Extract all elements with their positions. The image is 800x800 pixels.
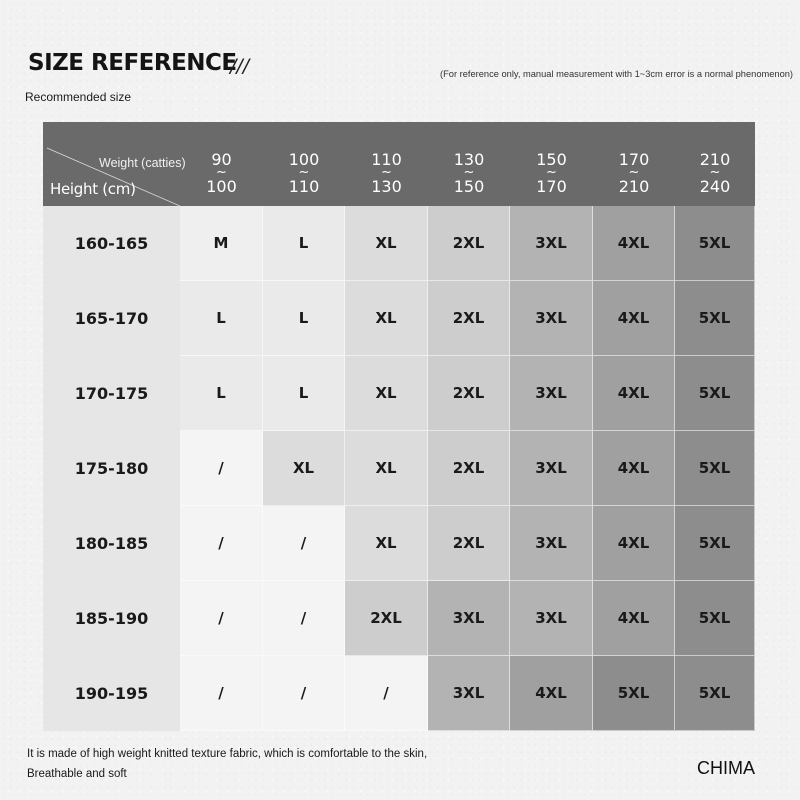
weight-column-header: 150 ~170 xyxy=(510,150,593,196)
size-cell: 2XL xyxy=(428,431,510,506)
weight-separator: ~ xyxy=(463,165,475,180)
size-cell: 2XL xyxy=(345,581,428,656)
size-cell: 4XL xyxy=(593,206,675,281)
size-cell: 3XL xyxy=(428,656,510,731)
size-cell: 4XL xyxy=(593,506,675,581)
size-cell: 3XL xyxy=(510,281,593,356)
disclaimer-note: (For reference only, manual measurement … xyxy=(440,69,794,79)
weight-separator: ~ xyxy=(216,165,227,180)
weight-min: 170 xyxy=(618,150,650,169)
weight-max: 150 xyxy=(453,177,485,196)
fabric-description-line: It is made of high weight knitted textur… xyxy=(27,748,428,760)
weight-separator: ~ xyxy=(709,165,721,180)
height-row-label: 185-190 xyxy=(43,581,180,656)
size-cell: / xyxy=(180,656,263,731)
weight-column-header: 170 ~210 xyxy=(593,150,675,196)
weight-max: 240 xyxy=(699,177,731,196)
weight-separator: ~ xyxy=(381,165,392,180)
weight-max: 210 xyxy=(618,177,650,196)
size-cell: L xyxy=(180,281,263,356)
size-cell: L xyxy=(180,356,263,431)
weight-column-header: 100 ~110 xyxy=(263,150,345,196)
size-cell: / xyxy=(263,656,345,731)
title-decoration: /// xyxy=(230,55,250,77)
size-cell: L xyxy=(263,206,345,281)
size-cell: L xyxy=(263,356,345,431)
size-cell: XL xyxy=(345,206,428,281)
size-cell: / xyxy=(180,581,263,656)
size-cell: 4XL xyxy=(593,581,675,656)
page-title: SIZE REFERENCE xyxy=(28,50,237,76)
size-cell: 5XL xyxy=(593,656,675,731)
size-cell: 5XL xyxy=(675,431,755,506)
size-cell: 4XL xyxy=(593,431,675,506)
table-header: Weight (catties) Height (cm) 90 ~100 100 ~1… xyxy=(43,122,755,206)
weight-min: 130 xyxy=(453,150,485,169)
weight-separator: ~ xyxy=(298,165,310,180)
size-cell: 5XL xyxy=(675,281,755,356)
height-row-label: 160-165 xyxy=(43,206,180,281)
height-row-label: 165-170 xyxy=(43,281,180,356)
size-cell: M xyxy=(180,206,263,281)
weight-separator: ~ xyxy=(546,165,557,180)
size-cell: / xyxy=(180,431,263,506)
size-cell: 5XL xyxy=(675,506,755,581)
size-cell: 3XL xyxy=(510,356,593,431)
height-row-label: 170-175 xyxy=(43,356,180,431)
size-cell: 2XL xyxy=(428,356,510,431)
size-cell: 2XL xyxy=(428,281,510,356)
weight-max: 130 xyxy=(371,177,402,196)
size-cell: / xyxy=(345,656,428,731)
size-cell: XL xyxy=(345,506,428,581)
weight-min: 210 xyxy=(699,150,731,169)
weight-axis-label: Weight (catties) xyxy=(99,156,186,170)
size-cell: 5XL xyxy=(675,356,755,431)
size-cell: 3XL xyxy=(510,581,593,656)
weight-min: 110 xyxy=(371,150,402,169)
size-cell: / xyxy=(263,581,345,656)
height-row-label: 180-185 xyxy=(43,506,180,581)
height-row-label: 190-195 xyxy=(43,656,180,731)
size-cell: 3XL xyxy=(510,431,593,506)
size-cell: 4XL xyxy=(593,356,675,431)
size-cell: 5XL xyxy=(675,581,755,656)
weight-min: 100 xyxy=(288,150,320,169)
weight-min: 90 xyxy=(211,150,232,169)
height-axis-label: Height (cm) xyxy=(50,180,136,198)
size-cell: 5XL xyxy=(675,656,755,731)
subtitle: Recommended size xyxy=(25,90,132,104)
weight-column-header: 90 ~100 xyxy=(180,150,263,196)
size-cell: 5XL xyxy=(675,206,755,281)
weight-separator: ~ xyxy=(628,165,640,180)
size-table: Weight (catties) Height (cm) 90 ~100 100 ~1… xyxy=(43,122,755,731)
header-diagonal-divider xyxy=(46,147,180,206)
weight-column-header: 110 ~130 xyxy=(345,150,428,196)
weight-max: 170 xyxy=(536,177,567,196)
size-cell: XL xyxy=(345,431,428,506)
size-cell: L xyxy=(263,281,345,356)
size-cell: 2XL xyxy=(428,206,510,281)
weight-column-header: 210 ~240 xyxy=(675,150,755,196)
size-cell: 3XL xyxy=(510,506,593,581)
brand-name: CHIMA xyxy=(697,758,755,778)
fabric-description: It is made of high weight knitted textur… xyxy=(27,744,427,784)
height-row-label: 175-180 xyxy=(43,431,180,506)
size-cell: XL xyxy=(345,281,428,356)
size-cell: 2XL xyxy=(428,506,510,581)
size-cell: XL xyxy=(345,356,428,431)
size-cell: 3XL xyxy=(428,581,510,656)
size-cell: 4XL xyxy=(510,656,593,731)
size-cell: XL xyxy=(263,431,345,506)
weight-max: 100 xyxy=(206,177,237,196)
fabric-description-line: Breathable and soft xyxy=(27,768,127,780)
size-cell: 3XL xyxy=(510,206,593,281)
weight-min: 150 xyxy=(536,150,567,169)
size-cell: / xyxy=(180,506,263,581)
weight-max: 110 xyxy=(288,177,320,196)
size-cell: / xyxy=(263,506,345,581)
weight-column-header: 130 ~150 xyxy=(428,150,510,196)
size-cell: 4XL xyxy=(593,281,675,356)
